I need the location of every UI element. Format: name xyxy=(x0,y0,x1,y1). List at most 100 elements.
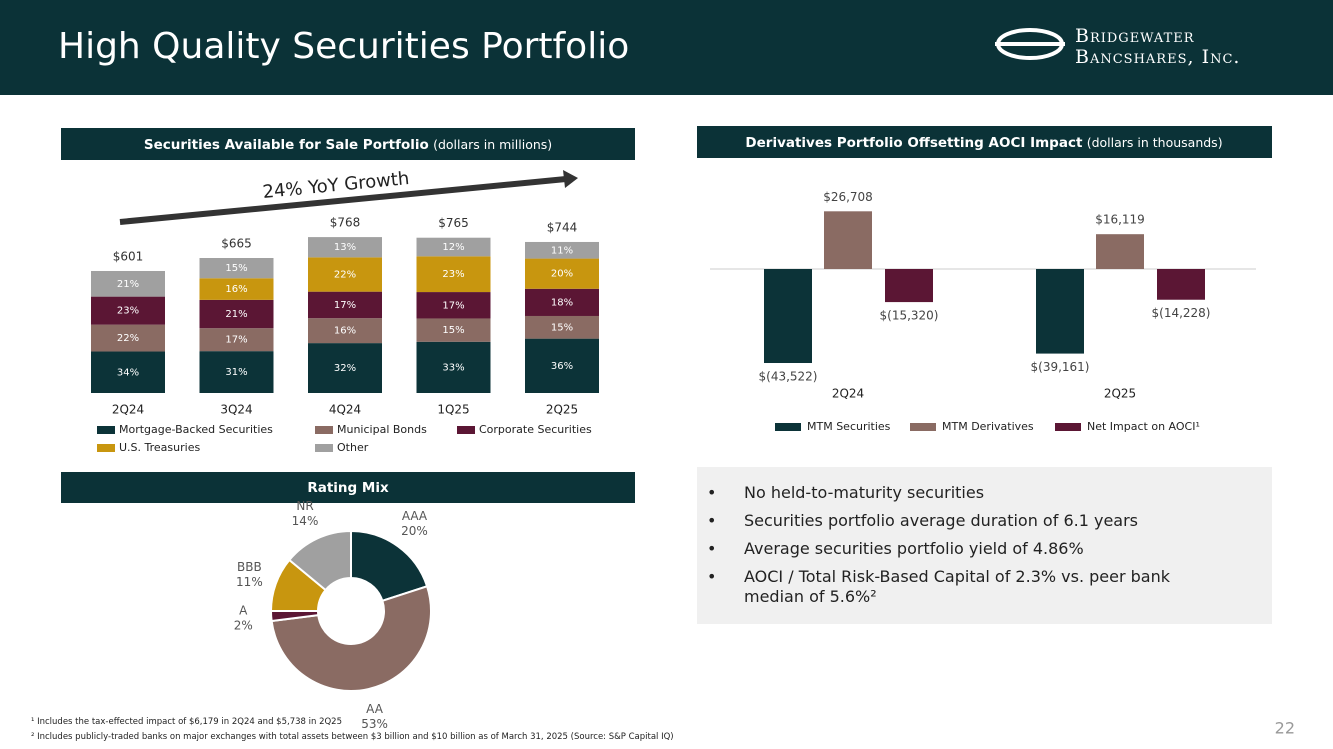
donut-slice xyxy=(270,585,432,692)
data-label: $(15,320) xyxy=(880,309,939,323)
x-tick-label: 2Q24 xyxy=(112,403,144,417)
legend-swatch xyxy=(457,426,475,434)
bar-segment xyxy=(91,351,165,393)
x-tick-label: 2Q25 xyxy=(1104,387,1136,401)
x-tick-label: 2Q24 xyxy=(832,387,864,401)
bar-segment xyxy=(525,241,599,259)
data-label: 36% xyxy=(551,361,573,372)
bar xyxy=(885,269,933,303)
data-label: 23% xyxy=(117,306,139,317)
data-label: 17% xyxy=(225,335,247,346)
data-label: $(43,522) xyxy=(759,370,818,384)
growth-arrow xyxy=(119,176,567,225)
donut-slice xyxy=(287,529,352,592)
data-label: 31% xyxy=(225,367,247,378)
slide-title: High Quality Securities Portfolio xyxy=(58,26,629,67)
total-label: $768 xyxy=(330,216,361,230)
donut-slice xyxy=(350,529,429,603)
data-label: 21% xyxy=(225,309,247,320)
data-label: $16,119 xyxy=(1095,213,1145,227)
bullet-box: No held-to-maturity securities Securities… xyxy=(697,467,1272,624)
data-label: 22% xyxy=(334,270,356,281)
legend-swatch xyxy=(775,423,801,431)
panel-title: Rating Mix xyxy=(307,480,389,496)
legend-label: MTM Derivatives xyxy=(942,420,1034,433)
x-tick-label: 3Q24 xyxy=(220,403,252,417)
bullet: No held-to-maturity securities xyxy=(697,483,1174,503)
bar-segment xyxy=(416,256,491,293)
legend-label: Net Impact on AOCI¹ xyxy=(1087,420,1200,433)
footnote: ¹ Includes the tax-effected impact of $6… xyxy=(31,717,342,727)
bar xyxy=(1036,269,1084,354)
bar-segment xyxy=(199,258,274,279)
data-label: $(39,161) xyxy=(1031,360,1090,374)
bullet: Average securities portfolio yield of 4.… xyxy=(697,539,1174,559)
total-label: $744 xyxy=(547,220,578,234)
bar-segment xyxy=(416,318,491,342)
bar-segment xyxy=(525,338,599,393)
bar-segment xyxy=(416,341,491,393)
panel-title: Derivatives Portfolio Offsetting AOCI Im… xyxy=(745,135,1222,152)
slice-value: 53% xyxy=(361,717,388,731)
legend-label: U.S. Treasuries xyxy=(119,441,200,454)
logo-text: Bancshares, Inc. xyxy=(1075,46,1240,68)
data-label: $26,708 xyxy=(823,190,873,204)
data-label: 15% xyxy=(225,263,247,274)
x-tick-label: 1Q25 xyxy=(437,403,469,417)
data-label: 13% xyxy=(334,242,356,253)
legend-swatch xyxy=(315,426,333,434)
logo-icon xyxy=(995,28,1065,60)
title: Derivatives Portfolio Offsetting AOCI Im… xyxy=(745,135,1083,151)
data-label: 33% xyxy=(442,362,464,373)
bullet: Securities portfolio average duration of… xyxy=(697,511,1174,531)
data-label: 15% xyxy=(551,322,573,333)
data-label: 34% xyxy=(117,367,139,378)
bar-segment xyxy=(308,257,382,292)
panel-header xyxy=(697,126,1272,158)
slice-name: AA xyxy=(366,702,384,716)
legend-swatch xyxy=(97,426,115,434)
data-label: 17% xyxy=(442,300,464,311)
bar-segment xyxy=(199,278,274,300)
panel-header xyxy=(61,472,635,503)
logo-text: Bridgewater xyxy=(1075,25,1195,47)
bar xyxy=(764,269,812,364)
bar-segment xyxy=(416,237,491,257)
footnote: ² Includes publicly-traded banks on majo… xyxy=(31,732,674,742)
bar xyxy=(1157,269,1205,300)
slice-name: A xyxy=(239,603,248,617)
legend-label: Municipal Bonds xyxy=(337,423,427,436)
legend-swatch xyxy=(910,423,936,431)
slice-name: BBB xyxy=(237,560,262,574)
x-tick-label: 4Q24 xyxy=(329,403,361,417)
bullet-list: No held-to-maturity securities Securities… xyxy=(697,467,1272,607)
slice-value: 11% xyxy=(236,575,263,589)
slice-name: AAA xyxy=(402,509,428,523)
panel-header xyxy=(61,128,635,160)
data-label: 16% xyxy=(334,326,356,337)
legend-swatch xyxy=(1055,423,1081,431)
bar-segment xyxy=(308,237,382,258)
data-label: 22% xyxy=(117,333,139,344)
data-label: 20% xyxy=(551,269,573,280)
page-number: 22 xyxy=(1275,719,1295,738)
bar-segment xyxy=(199,299,274,329)
bar-segment xyxy=(416,292,491,319)
bar xyxy=(1096,234,1144,269)
data-label: 15% xyxy=(442,325,464,336)
bar-segment xyxy=(91,324,165,352)
legend-swatch xyxy=(97,444,115,452)
bar-segment xyxy=(525,258,599,289)
total-label: $665 xyxy=(221,237,252,251)
x-tick-label: 2Q25 xyxy=(546,403,578,417)
bar-segment xyxy=(308,291,382,319)
legend-label: Other xyxy=(337,441,369,454)
slice-value: 2% xyxy=(234,618,253,632)
data-label: 17% xyxy=(334,300,356,311)
bar-segment xyxy=(91,296,165,325)
legend-label: Mortgage-Backed Securities xyxy=(119,423,273,436)
title: Securities Available for Sale Portfolio xyxy=(144,137,429,153)
bar-segment xyxy=(525,288,599,316)
data-label: 11% xyxy=(551,245,573,256)
